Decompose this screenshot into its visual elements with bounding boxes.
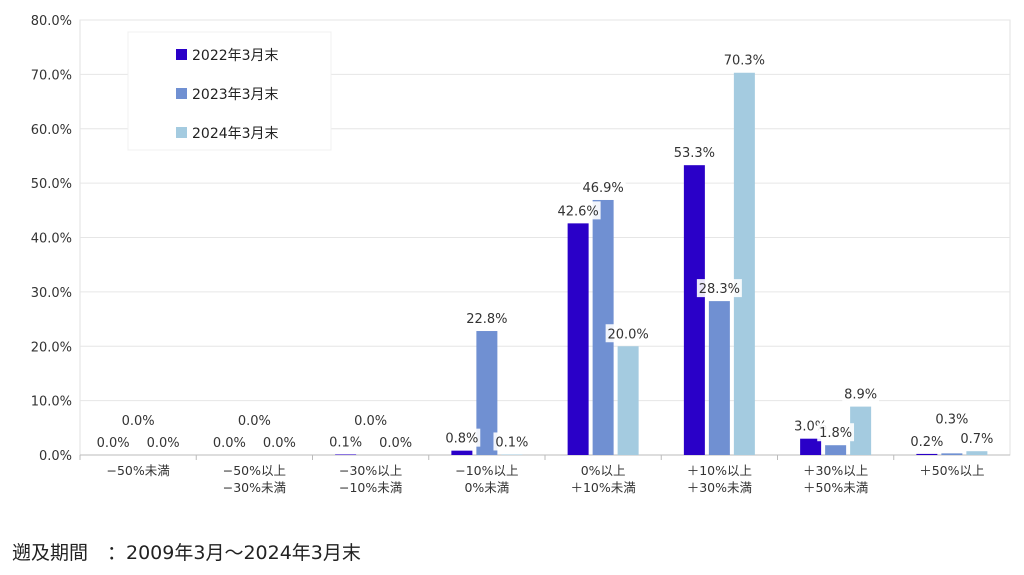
data-label-bg bbox=[327, 432, 365, 451]
bar bbox=[850, 406, 872, 455]
data-label: 46.9% bbox=[582, 181, 623, 196]
data-label-bg bbox=[235, 411, 273, 429]
data-label-bg bbox=[555, 201, 601, 220]
data-label: 0.0% bbox=[122, 414, 155, 429]
x-category-label: −50%以上 bbox=[223, 463, 286, 478]
data-label-bg bbox=[94, 433, 132, 451]
data-label-bg bbox=[464, 309, 510, 328]
data-label: 28.3% bbox=[699, 282, 740, 297]
x-category-label: −30%未満 bbox=[223, 480, 286, 495]
x-category-label: ＋50%未満 bbox=[803, 480, 868, 495]
data-label: 0.0% bbox=[354, 414, 387, 429]
x-category-label: −10%未満 bbox=[339, 480, 402, 495]
y-tick-label: 30.0% bbox=[31, 286, 72, 301]
data-label-bg bbox=[605, 324, 651, 343]
data-label: 8.9% bbox=[844, 388, 877, 403]
y-tick-label: 80.0% bbox=[31, 14, 72, 29]
legend-box bbox=[127, 31, 332, 151]
legend-swatch bbox=[176, 127, 187, 138]
legend-label: 2024年3月末 bbox=[192, 126, 279, 142]
data-label: 0.0% bbox=[263, 436, 296, 451]
bar bbox=[617, 346, 639, 455]
data-label-bg bbox=[958, 429, 996, 448]
data-label-bg bbox=[580, 177, 626, 196]
data-label: 0.2% bbox=[910, 435, 943, 450]
bar bbox=[966, 451, 988, 455]
x-category-label: ＋10%以上 bbox=[687, 463, 752, 478]
data-label-bg bbox=[933, 409, 971, 428]
data-label-bg bbox=[817, 423, 855, 442]
data-label-bg bbox=[842, 384, 880, 403]
data-label: 0.0% bbox=[147, 436, 180, 451]
data-label-bg bbox=[671, 143, 717, 162]
data-label: 0.0% bbox=[213, 436, 246, 451]
legend-label: 2022年3月末 bbox=[192, 48, 279, 64]
data-label-bg bbox=[352, 411, 390, 429]
bar-chart: 0.0% 10.0% 20.0% 30.0% 40.0% 50.0% 60.0% 70.0% 8… bbox=[31, 14, 1011, 495]
y-tick-label: 60.0% bbox=[31, 123, 72, 138]
data-label: 20.0% bbox=[607, 327, 648, 342]
data-label-bg bbox=[696, 279, 742, 298]
data-label: 0.3% bbox=[935, 412, 968, 427]
data-label-bg bbox=[260, 433, 298, 451]
data-label-bg bbox=[119, 411, 157, 429]
x-category-label: ＋30%以上 bbox=[803, 463, 868, 478]
data-label: 0.0% bbox=[238, 414, 271, 429]
data-label: 0.1% bbox=[329, 435, 362, 450]
x-category-label: −30%以上 bbox=[339, 463, 402, 478]
data-label: 0.1% bbox=[495, 435, 528, 450]
x-category-label: ＋30%未満 bbox=[687, 480, 752, 495]
data-label-bg bbox=[493, 432, 531, 451]
bar bbox=[451, 450, 473, 455]
bar bbox=[501, 454, 523, 455]
x-category-label: 0%以上 bbox=[581, 463, 626, 478]
bar bbox=[476, 331, 498, 455]
data-label-bg bbox=[144, 433, 182, 451]
legend-swatch bbox=[176, 49, 187, 60]
y-tick-label: 50.0% bbox=[31, 177, 72, 192]
data-label: 70.3% bbox=[724, 54, 765, 69]
data-label: 1.8% bbox=[819, 426, 852, 441]
data-label-bg bbox=[377, 433, 415, 451]
data-label-bg bbox=[443, 428, 481, 447]
bar bbox=[733, 72, 755, 456]
footnote: 遡及期間 ：2009年3月～2024年3月末 bbox=[12, 542, 361, 564]
data-label-bg bbox=[210, 433, 248, 451]
bar bbox=[941, 453, 963, 455]
legend-swatch bbox=[176, 88, 187, 99]
x-category-label: ＋50%以上 bbox=[919, 463, 984, 478]
data-label: 0.8% bbox=[445, 432, 478, 447]
y-tick-label: 70.0% bbox=[31, 68, 72, 83]
bar bbox=[916, 453, 938, 455]
data-label: 53.3% bbox=[674, 146, 715, 161]
bar bbox=[335, 454, 357, 455]
data-label-bg bbox=[721, 50, 767, 69]
bar bbox=[683, 165, 705, 455]
x-category-label: 0%未満 bbox=[464, 480, 509, 495]
bar bbox=[825, 445, 847, 455]
bar bbox=[567, 223, 589, 455]
x-category-label: −10%以上 bbox=[455, 463, 518, 478]
y-tick-label: 40.0% bbox=[31, 232, 72, 247]
data-label: 0.7% bbox=[960, 432, 993, 447]
x-category-label: −50%未満 bbox=[106, 463, 169, 478]
bar bbox=[708, 301, 730, 455]
data-label: 42.6% bbox=[557, 204, 598, 219]
data-label: 0.0% bbox=[379, 436, 412, 451]
y-tick-label: 20.0% bbox=[31, 340, 72, 355]
legend-label: 2023年3月末 bbox=[192, 87, 279, 103]
y-tick-label: 0.0% bbox=[39, 449, 72, 464]
data-label: 0.0% bbox=[97, 436, 130, 451]
x-category-label: ＋10%未満 bbox=[570, 480, 635, 495]
data-label: 22.8% bbox=[466, 312, 507, 327]
bar bbox=[592, 199, 614, 455]
bar bbox=[800, 438, 822, 455]
data-label-bg bbox=[908, 431, 946, 450]
y-tick-label: 10.0% bbox=[31, 395, 72, 410]
